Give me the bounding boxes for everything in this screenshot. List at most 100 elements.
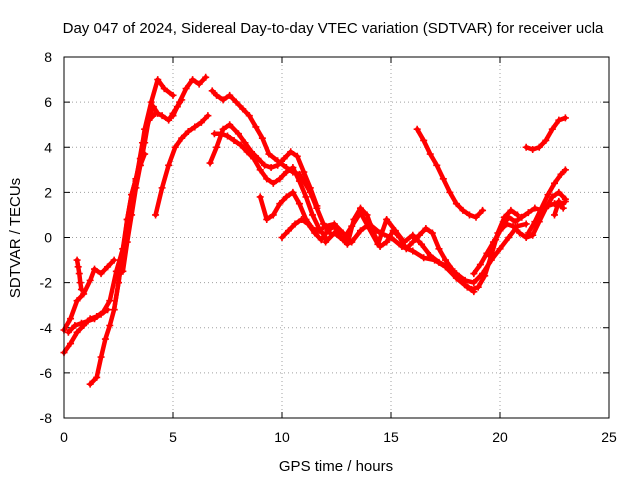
data-point (165, 161, 173, 169)
data-point (278, 234, 286, 241)
series-arc-4 (64, 306, 112, 336)
data-point (97, 353, 105, 361)
data-point (213, 91, 221, 99)
data-point (413, 125, 421, 133)
data-point (110, 306, 118, 314)
data-point (409, 238, 417, 246)
data-point (210, 130, 218, 138)
data-point (232, 98, 240, 106)
data-point (149, 103, 157, 111)
series-arc-18 (485, 197, 569, 260)
data-point (77, 285, 85, 293)
data-point (363, 211, 371, 219)
data-point (115, 279, 122, 287)
data-point (513, 211, 521, 219)
data-point (213, 143, 221, 151)
data-point (219, 125, 227, 133)
data-point (269, 179, 277, 187)
data-point (76, 279, 84, 287)
y-tick-label: -8 (40, 410, 53, 426)
data-point (178, 134, 186, 142)
data-point (476, 261, 484, 269)
data-point (97, 270, 105, 278)
data-point (551, 211, 558, 219)
data-point (265, 150, 273, 158)
data-point (544, 202, 552, 210)
data-point (409, 231, 417, 239)
data-point (322, 238, 330, 246)
data-point (86, 380, 94, 388)
data-point (67, 315, 75, 323)
data-point (67, 340, 75, 348)
data-point (479, 270, 487, 278)
data-point (291, 220, 299, 228)
data-point (507, 206, 515, 214)
data-point (208, 87, 216, 95)
data-point (269, 211, 277, 219)
data-point (306, 184, 314, 192)
data-point (64, 328, 72, 336)
data-point (258, 134, 266, 142)
data-point (409, 247, 417, 255)
data-point (298, 215, 306, 223)
data-point (182, 85, 190, 93)
data-point (289, 164, 297, 172)
x-tick-label: 0 (60, 429, 68, 445)
data-point (383, 215, 391, 223)
data-point (230, 136, 238, 144)
data-point (426, 252, 434, 260)
data-point (171, 143, 179, 151)
data-point (141, 139, 149, 147)
series-arc-12 (210, 130, 330, 241)
series-arc-7 (119, 96, 186, 275)
data-point (282, 168, 290, 176)
data-point (104, 263, 112, 271)
data-point (101, 335, 109, 343)
data-point (470, 279, 478, 287)
x-tick-label: 5 (169, 429, 177, 445)
data-point (365, 224, 373, 232)
data-point (505, 234, 513, 241)
data-point (428, 229, 436, 237)
data-point (559, 204, 567, 212)
data-point (86, 276, 94, 284)
data-point (391, 227, 399, 235)
data-point (343, 240, 351, 248)
data-point (154, 109, 162, 117)
data-point (73, 256, 81, 264)
data-point (252, 123, 260, 131)
chart-title: Day 047 of 2024, Sidereal Day-to-day VTE… (63, 20, 604, 37)
data-point (315, 227, 323, 235)
data-point (302, 193, 310, 201)
series-arc-20 (522, 114, 569, 154)
data-point (548, 193, 556, 201)
data-point (439, 175, 447, 183)
data-point (524, 229, 532, 237)
series-arc-3 (73, 256, 85, 293)
x-tick-label: 10 (274, 429, 290, 445)
data-point (522, 143, 530, 151)
data-point (293, 152, 301, 160)
data-point (206, 159, 214, 167)
series-arc-16 (413, 125, 487, 221)
data-point (276, 175, 284, 183)
data-point (276, 200, 284, 208)
plot-frame (63, 56, 610, 419)
series-arc-19 (524, 166, 569, 237)
data-point (400, 238, 408, 246)
data-point (383, 238, 391, 246)
data-point (561, 166, 569, 174)
series-line (414, 126, 485, 220)
data-point (295, 200, 303, 208)
y-tick-label: 2 (44, 184, 52, 200)
data-point (197, 118, 205, 126)
data-point (106, 321, 114, 329)
data-point (422, 224, 430, 232)
series-arc-11 (206, 121, 321, 210)
x-axis-label: GPS time / hours (279, 458, 393, 475)
y-tick-label: -4 (40, 320, 53, 336)
data-point (356, 209, 364, 217)
data-point (226, 91, 234, 99)
data-point (217, 130, 225, 138)
data-point (465, 211, 473, 219)
